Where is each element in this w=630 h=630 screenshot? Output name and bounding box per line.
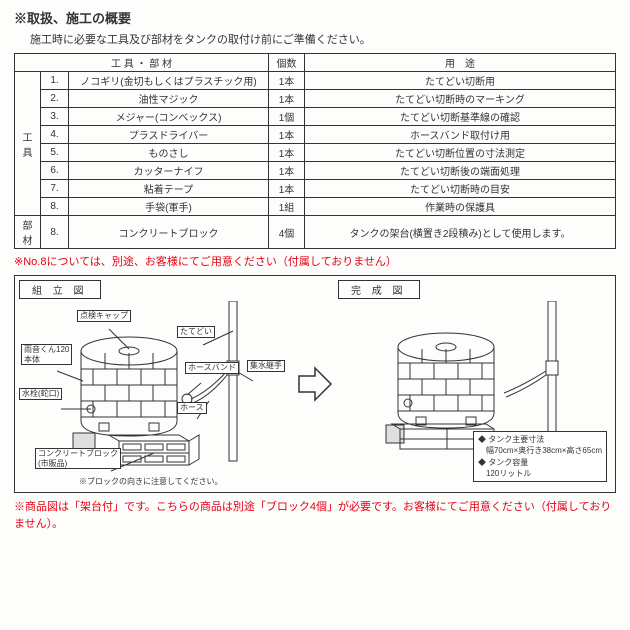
row-name: メジャー(コンベックス) (69, 108, 269, 126)
row-num: 8. (41, 216, 69, 249)
label-block: コンクリートブロック (市販品) (35, 448, 121, 469)
row-num: 2. (41, 90, 69, 108)
row-name: 手袋(軍手) (69, 198, 269, 216)
row-use: たてどい切断時の目安 (305, 180, 616, 198)
row-qty: 1組 (269, 198, 305, 216)
row-name: 油性マジック (69, 90, 269, 108)
label-hose: ホース (177, 402, 207, 414)
complete-title: 完 成 図 (338, 280, 420, 299)
row-name: コンクリートブロック (69, 216, 269, 249)
row-qty: 1本 (269, 144, 305, 162)
row-name: プラスドライバー (69, 126, 269, 144)
note-1: ※No.8については、別途、お客様にてご用意ください（付属しておりません） (14, 253, 616, 269)
row-use: たてどい切断後の端面処理 (305, 162, 616, 180)
row-num: 5. (41, 144, 69, 162)
row-num: 8. (41, 198, 69, 216)
cat-tool: 工具 (15, 72, 41, 216)
page-title: ※取扱、施工の概要 (14, 8, 616, 27)
cat-part: 部材 (15, 216, 41, 249)
row-qty: 1本 (269, 162, 305, 180)
row-use: タンクの架台(横置き2段積み)として使用します。 (305, 216, 616, 249)
assembly-title: 組 立 図 (19, 280, 101, 299)
page-subtitle: 施工時に必要な工具及び部材をタンクの取付け前にご準備ください。 (30, 31, 616, 47)
row-use: たてどい切断時のマーキング (305, 90, 616, 108)
row-qty: 1個 (269, 108, 305, 126)
th-qty: 個数 (269, 54, 305, 72)
tank-info-box: ◆ タンク主要寸法 幅70cm×奥行き38cm×高さ65cm ◆ タンク容量 1… (473, 431, 607, 482)
note-2: ※商品図は「架台付」です。こちらの商品は別途「ブロック4個」が必要です。お客様に… (14, 499, 616, 532)
block-note: ※ブロックの向きに注意してください。 (79, 476, 223, 487)
assembly-panel: 組 立 図 (19, 280, 292, 488)
row-num: 4. (41, 126, 69, 144)
row-qty: 1本 (269, 72, 305, 90)
th-toolpart: 工 具 ・ 部 材 (15, 54, 269, 72)
row-name: 粘着テープ (69, 180, 269, 198)
row-use: たてどい切断基準線の確認 (305, 108, 616, 126)
row-qty: 1本 (269, 90, 305, 108)
row-qty: 1本 (269, 180, 305, 198)
label-faucet: 水栓(蛇口) (19, 388, 62, 400)
label-tank: 雨音くん120 本体 (21, 344, 72, 365)
row-name: ノコギリ(金切もしくはプラスチック用) (69, 72, 269, 90)
info-l2: 幅70cm×奥行き38cm×高さ65cm (478, 445, 602, 456)
row-num: 6. (41, 162, 69, 180)
row-name: カッターナイフ (69, 162, 269, 180)
info-l1: ◆ タンク主要寸法 (478, 434, 602, 445)
complete-panel: 完 成 図 (338, 280, 611, 488)
label-cap: 点検キャップ (77, 310, 131, 322)
row-use: ホースバンド取付け用 (305, 126, 616, 144)
row-num: 1. (41, 72, 69, 90)
tools-table: 工 具 ・ 部 材 個数 用 途 工具 1. ノコギリ(金切もしくはプラスチック… (14, 53, 616, 249)
row-qty: 4個 (269, 216, 305, 249)
row-use: たてどい切断用 (305, 72, 616, 90)
label-collector: 集水継手 (247, 360, 285, 372)
label-band: ホースバンド (185, 362, 239, 374)
row-name: ものさし (69, 144, 269, 162)
label-pipe: たてどい (177, 326, 215, 338)
info-l3: ◆ タンク容量 (478, 457, 602, 468)
row-num: 3. (41, 108, 69, 126)
th-use: 用 途 (305, 54, 616, 72)
arrow-icon (296, 364, 334, 404)
row-qty: 1本 (269, 126, 305, 144)
info-l4: 120リットル (478, 468, 602, 479)
diagram-container: 組 立 図 (14, 275, 616, 493)
row-num: 7. (41, 180, 69, 198)
row-use: たてどい切断位置の寸法測定 (305, 144, 616, 162)
row-use: 作業時の保護具 (305, 198, 616, 216)
